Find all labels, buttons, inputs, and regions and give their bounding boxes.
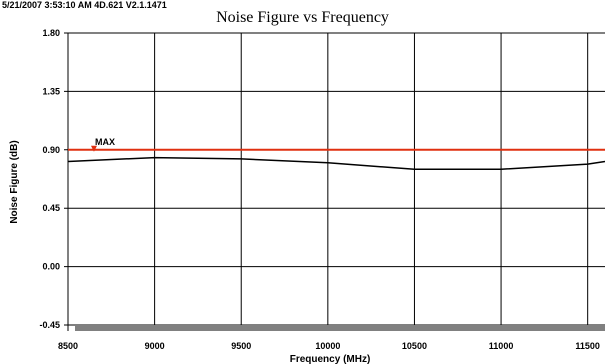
x-tick-label: 10500 [402,341,427,351]
x-tick-label: 11500 [575,341,600,351]
noise-figure-line [67,156,605,171]
x-tick-label: 10000 [315,341,340,351]
header-stamp: 5/21/2007 3:53:10 AM 4D.621 V2.1.1471 [2,0,167,10]
bottom-scrollbar [75,325,605,331]
chart-title: Noise Figure vs Frequency [216,9,389,26]
y-tick-label: 1.35 [42,86,60,96]
x-axis-label: Frequency (MHz) [290,354,371,364]
y-tick-label: 0.45 [42,203,60,213]
y-tick-label: -0.45 [39,320,60,330]
vertical-gridlines [154,33,589,325]
limit-line-group: MAX [68,137,605,152]
y-tick-label: 0.90 [42,145,60,155]
y-tick-label: 0.00 [42,262,60,272]
max-label: MAX [95,137,115,147]
x-tick-label: 9500 [231,341,251,351]
x-tick-label: 8500 [58,341,78,351]
series-group [67,156,605,171]
y-tick-labels: 1.80 1.35 0.90 0.45 0.00 -0.45 [39,28,60,330]
max-marker-icon [90,145,97,152]
x-tick-label: 9000 [145,341,165,351]
x-tick-labels: 8500 9000 9500 10000 10500 11000 11500 [58,341,600,351]
y-tick-label: 1.80 [42,28,60,38]
x-tick-label: 11000 [489,341,514,351]
plot-background [68,33,605,325]
y-axis-label: Noise Figure (dB) [9,140,20,223]
